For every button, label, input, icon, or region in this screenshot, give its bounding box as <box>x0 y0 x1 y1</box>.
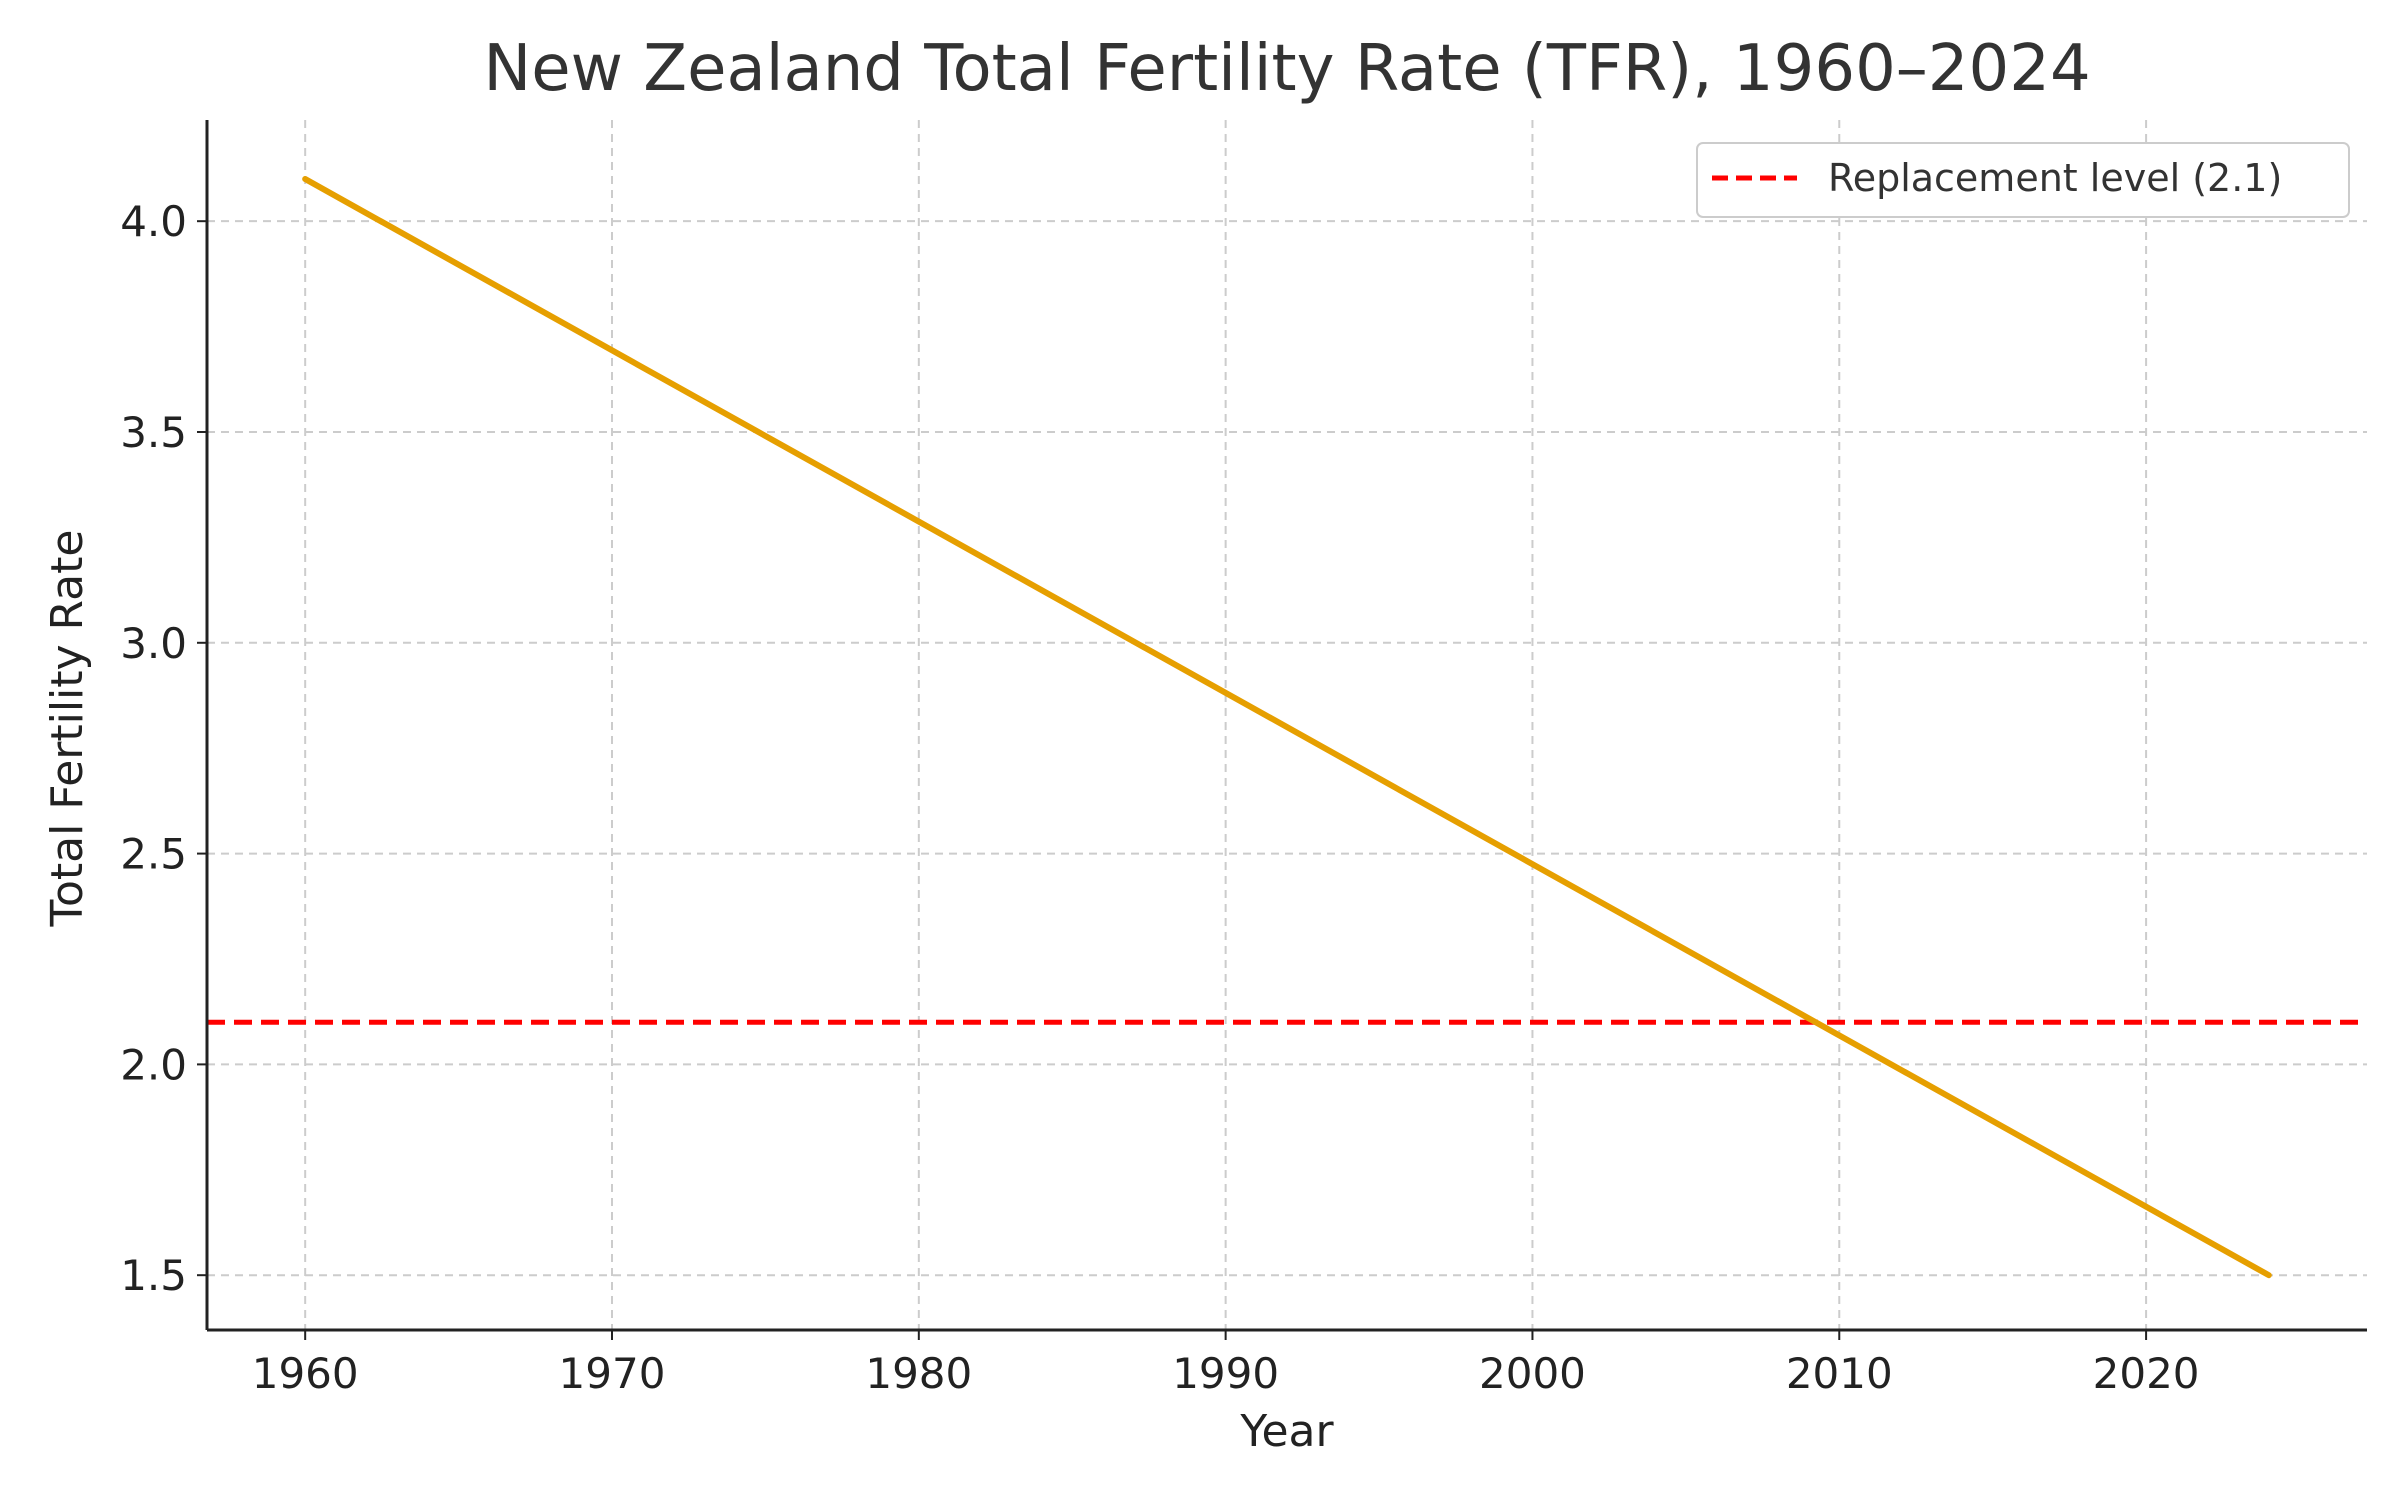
chart-title: New Zealand Total Fertility Rate (TFR), … <box>483 32 2090 106</box>
y-tick-label-0: 1.5 <box>120 1251 187 1300</box>
y-tick-label-2: 2.5 <box>120 830 187 879</box>
y-tick-label-4: 3.5 <box>120 408 187 457</box>
x-axis-label: Year <box>1239 1406 1334 1457</box>
x-tick-label-1960: 1960 <box>252 1349 359 1398</box>
tfr-series-line <box>302 176 2272 1279</box>
gridlines <box>207 120 2367 1330</box>
y-axis-label: Total Fertility Rate <box>42 530 93 928</box>
legend-box <box>1696 142 2350 218</box>
x-tick-label-1980: 1980 <box>865 1349 972 1398</box>
x-tick-label-1970: 1970 <box>559 1349 666 1398</box>
y-tick-label-1: 2.0 <box>120 1040 187 1089</box>
tick-labels: 1960 1970 1980 1990 2000 2010 2020 1.5 2.0 2.5 3.0… <box>120 197 2199 1398</box>
x-tick-label-2020: 2020 <box>2093 1349 2200 1398</box>
legend-label-replacement: Replacement level (2.1) <box>1828 156 2282 200</box>
x-tick-label-1990: 1990 <box>1172 1349 1279 1398</box>
legend: Replacement level (2.1) <box>1696 142 2350 218</box>
axes <box>197 120 2367 1340</box>
y-tick-label-5: 4.0 <box>120 197 187 246</box>
y-tick-label-3: 3.0 <box>120 619 187 668</box>
x-tick-label-2010: 2010 <box>1786 1349 1893 1398</box>
data-series <box>302 176 2272 1279</box>
x-tick-label-2000: 2000 <box>1479 1349 1586 1398</box>
